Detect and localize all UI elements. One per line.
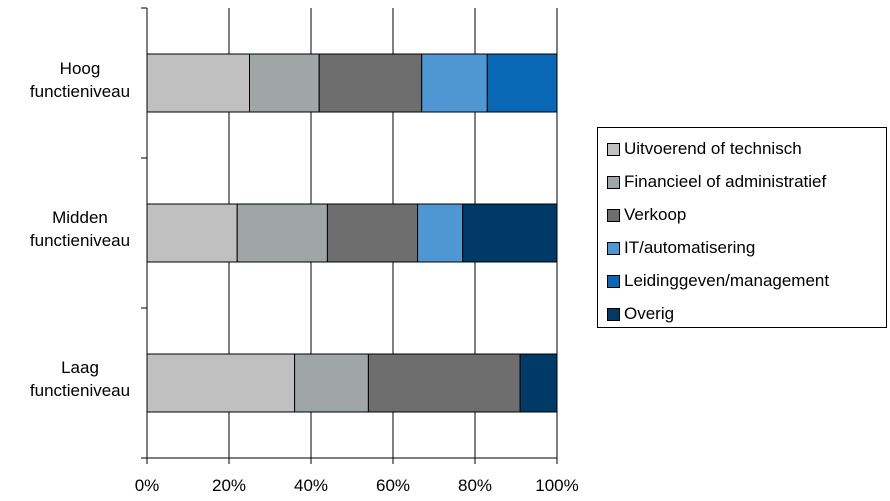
bar-segment	[146, 53, 250, 113]
bar-segment	[519, 353, 558, 413]
bar-segment	[318, 53, 423, 113]
legend-label: Uitvoerend of technisch	[624, 139, 802, 158]
bar-segment	[146, 353, 296, 413]
x-tick-label: 100%	[535, 476, 578, 495]
legend-label: Verkoop	[624, 205, 687, 224]
x-tick-label: 80%	[458, 476, 492, 495]
x-tick-labels: 0% 20% 40% 60% 80% 100%	[135, 476, 579, 495]
legend: Uitvoerend of technisch Financieel of ad…	[597, 127, 887, 328]
category-label-line: functieniveau	[29, 82, 131, 101]
x-tick-label: 0%	[135, 476, 160, 495]
legend-label: Financieel of administratief	[624, 172, 827, 191]
category-label-line: Hoog	[59, 59, 101, 78]
bars	[146, 53, 558, 413]
legend-item: IT/automatisering	[607, 237, 755, 259]
category-label-line: functieniveau	[29, 381, 131, 400]
axes	[141, 7, 558, 464]
bar-segment	[146, 203, 238, 263]
legend-swatch	[607, 307, 620, 321]
bar-segment	[417, 203, 464, 263]
legend-swatch	[607, 175, 620, 189]
bar-segment	[326, 203, 419, 263]
legend-item: Uitvoerend of technisch	[607, 138, 802, 160]
legend-swatch	[607, 142, 620, 156]
category-label-laag: Laag functieniveau	[10, 356, 150, 402]
legend-swatch	[607, 208, 620, 222]
x-tick-label: 20%	[212, 476, 246, 495]
bar-segment	[236, 203, 328, 263]
legend-swatch	[607, 241, 620, 255]
legend-label: IT/automatisering	[624, 238, 756, 257]
legend-item: Leidinggeven/management	[607, 270, 829, 292]
category-label-hoog: Hoog functieniveau	[10, 57, 150, 103]
bar-segment	[421, 53, 488, 113]
category-label-midden: Midden functieniveau	[10, 206, 150, 252]
legend-item: Overig	[607, 303, 674, 325]
legend-label: Leidinggeven/management	[624, 271, 830, 290]
bar-segment	[367, 353, 521, 413]
legend-label: Overig	[624, 304, 675, 323]
bar-segment	[462, 203, 558, 263]
legend-item: Verkoop	[607, 204, 686, 226]
category-label-line: Laag	[61, 358, 99, 377]
bar-segment	[294, 353, 369, 413]
x-tick-label: 40%	[294, 476, 328, 495]
category-label-line: functieniveau	[29, 231, 131, 250]
legend-swatch	[607, 274, 620, 288]
x-tick-label: 60%	[376, 476, 410, 495]
legend-item: Financieel of administratief	[607, 171, 826, 193]
category-label-line: Midden	[52, 208, 108, 227]
bar-segment	[486, 53, 558, 113]
bar-segment	[249, 53, 320, 113]
